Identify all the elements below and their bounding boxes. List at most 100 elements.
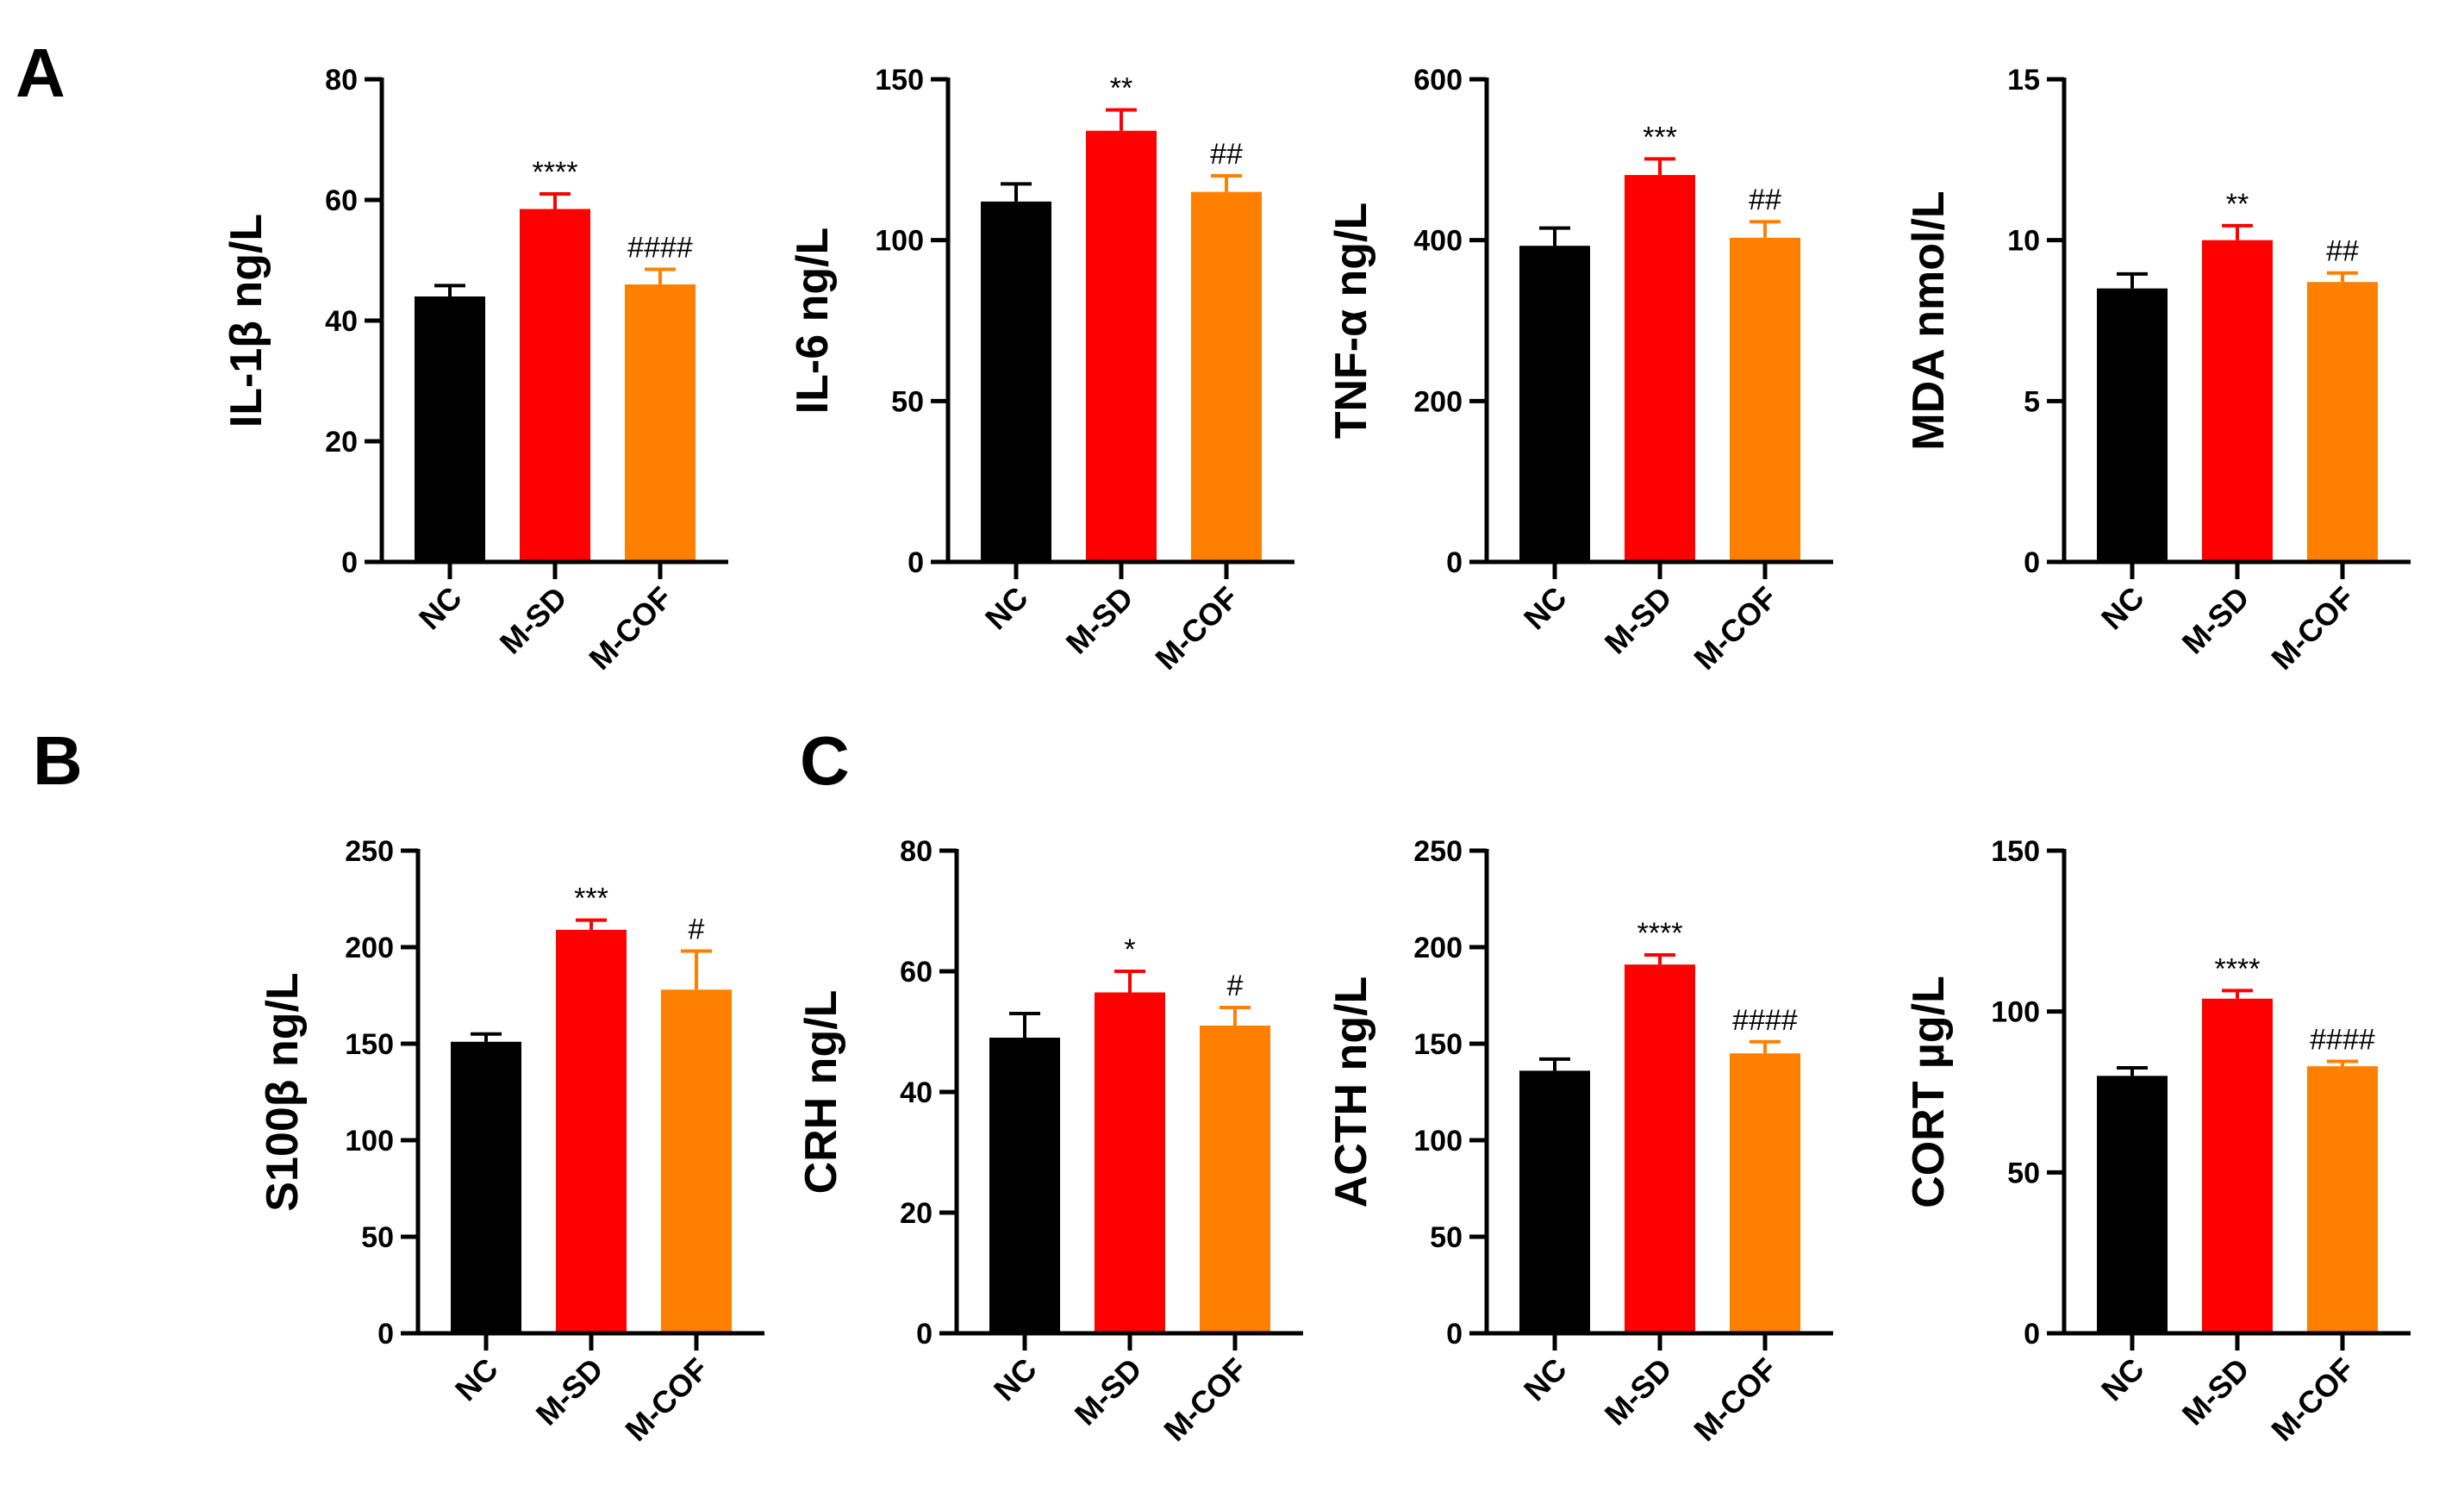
bar-m-cof [2307,1066,2378,1333]
bar-m-cof [2307,282,2378,562]
x-tick-label: M-SD [2175,1351,2256,1432]
x-tick-label: NC [2094,1351,2151,1408]
significance-label: # [1227,970,1244,1002]
significance-label: #### [2310,1024,2375,1057]
y-axis-title: ACTH ng/L [1326,976,1376,1208]
panel-label-b: B [33,722,83,799]
x-tick-label: M-SD [1598,1351,1679,1432]
significance-label: * [1124,933,1135,966]
chart-6: 0 20 40 60 80 NC * M-SD # M-COF CRH ng/L [796,835,1303,1448]
significance-label: # [689,913,705,945]
x-tick-label: NC [987,1351,1044,1408]
y-tick-label: 0 [908,546,924,579]
x-tick-label: NC [1517,580,1574,637]
bar-m-cof [1200,1026,1270,1333]
x-tick-label: M-COF [2264,580,2361,677]
chart-8: 0 50 100 150 NC **** M-SD #### M-COF CORT µg/L [1904,835,2411,1448]
y-tick-label: 0 [1446,1318,1463,1351]
y-tick-label: 200 [345,932,394,964]
bar-nc [2097,288,2168,562]
x-tick-label: NC [448,1351,505,1408]
x-tick-label: M-SD [493,580,574,661]
y-tick-label: 200 [1413,932,1463,964]
y-tick-label: 100 [1413,1125,1463,1157]
y-axis-title: CRH ng/L [796,990,846,1195]
y-tick-label: 150 [1991,835,2040,868]
x-tick-label: M-COF [1157,1351,1253,1448]
chart-4: 0 5 10 15 NC ** M-SD ## M-COF MDA nmol/L [1904,64,2411,677]
x-tick-label: M-SD [529,1351,610,1432]
y-axis-title: IL-1β ng/L [221,214,271,427]
bar-m-cof [1730,237,1800,562]
y-tick-label: 15 [2007,64,2040,97]
panel-label-c: C [800,722,850,799]
y-tick-label: 40 [900,1076,933,1109]
x-tick-label: M-SD [1068,1351,1149,1432]
chart-5: 0 50 100 150 200 250 NC *** M-SD # M-COF S100β ng/L [258,835,764,1448]
x-tick-label: NC [1517,1351,1574,1408]
y-tick-label: 100 [875,225,924,258]
bar-nc [989,1038,1060,1333]
bar-nc [2097,1076,2168,1333]
y-tick-label: 100 [345,1125,394,1157]
bar-m-cof [1730,1053,1800,1333]
bar-m-sd [2202,998,2273,1333]
y-tick-label: 400 [1413,225,1463,258]
bar-m-sd [1625,964,1695,1333]
y-tick-label: 150 [1413,1028,1463,1061]
x-tick-label: M-SD [1059,580,1140,661]
chart-1: 0 20 40 60 80 NC **** M-SD #### M-COF IL-1β ng/L [221,64,728,677]
x-tick-label: M-COF [618,1351,714,1448]
x-tick-label: M-COF [582,580,678,677]
significance-label: ## [1749,184,1781,216]
bar-nc [1519,1070,1590,1333]
y-axis-title: TNF-α ng/L [1326,203,1376,440]
y-tick-label: 100 [1991,996,2040,1029]
chart-3: 0 200 400 600 NC *** M-SD ## M-COF TNF-α ng/L [1326,64,1833,677]
bar-m-sd [1086,130,1157,562]
bar-m-cof [661,989,732,1333]
x-tick-label: NC [2094,580,2151,637]
significance-label: **** [533,156,578,189]
significance-label: **** [2215,952,2261,985]
y-tick-label: 80 [900,835,933,868]
significance-label: **** [1637,917,1683,950]
x-tick-label: M-COF [1687,1351,1783,1448]
y-tick-label: 50 [891,385,924,418]
x-tick-label: NC [978,580,1035,637]
y-tick-label: 20 [325,426,358,459]
bar-m-sd [1625,175,1695,563]
x-tick-label: M-SD [2175,580,2256,661]
y-tick-label: 50 [1430,1221,1463,1254]
y-axis-title: IL-6 ng/L [788,228,838,415]
y-tick-label: 0 [2024,546,2040,579]
x-tick-label: M-SD [1598,580,1679,661]
y-tick-label: 0 [2024,1318,2040,1351]
y-tick-label: 10 [2007,225,2040,258]
bar-m-sd [556,929,627,1333]
y-tick-label: 50 [2007,1157,2040,1189]
bar-m-sd [520,209,590,562]
y-tick-label: 60 [900,956,933,989]
y-tick-label: 0 [341,546,358,579]
chart-7: 0 50 100 150 200 250 NC **** M-SD #### M-COF ACTH n… [1326,835,1833,1448]
y-tick-label: 200 [1413,385,1463,418]
y-tick-label: 60 [325,184,358,217]
bar-m-cof [1191,191,1262,562]
bar-nc [1519,246,1590,562]
y-tick-label: 0 [377,1318,394,1351]
y-tick-label: 5 [2024,385,2040,418]
y-axis-title: CORT µg/L [1904,976,1954,1208]
x-tick-label: M-COF [1148,580,1244,677]
y-tick-label: 80 [325,64,358,97]
y-tick-label: 0 [1446,546,1463,579]
y-tick-label: 150 [875,64,924,97]
y-tick-label: 150 [345,1028,394,1061]
significance-label: *** [1643,121,1677,153]
significance-label: ** [2226,188,2249,221]
significance-label: ** [1110,72,1132,104]
y-tick-label: 20 [900,1197,933,1230]
significance-label: ## [1210,138,1243,171]
